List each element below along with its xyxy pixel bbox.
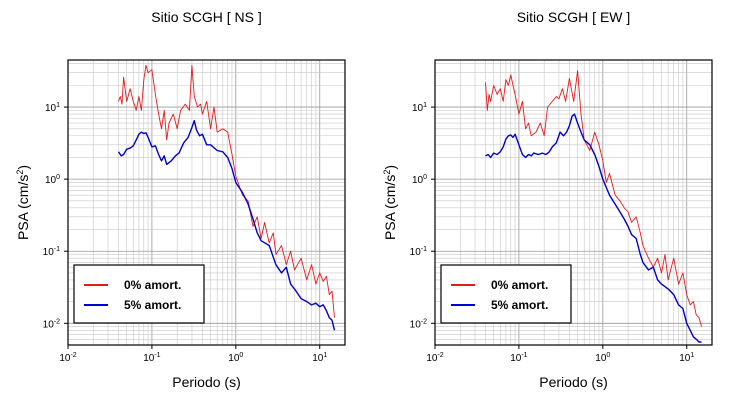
x-axis-label: Periodo (s) [539,374,607,390]
x-tick-label: 10-1 [510,352,527,364]
series-line-undamped [118,64,335,318]
x-tick-label: 10-2 [426,352,443,364]
y-tick-label: 10-2 [43,318,60,330]
y-tick-label: 101 [412,102,427,114]
x-tick-label: 10-1 [143,352,160,364]
y-tick-label: 10-1 [43,246,60,258]
y-tick-label: 100 [412,174,427,186]
y-tick-label: 100 [45,174,60,186]
series-line-damped [117,119,336,331]
plot-frame [67,59,346,346]
x-tick-label: 100 [228,352,243,364]
y-axis-label: PSA (cm/s2) [382,165,398,240]
legend-box [440,264,572,324]
legend: 0% amort. 5% amort. [440,264,572,324]
series-line-damped [485,113,702,343]
legend-box [73,264,205,324]
chart-panel-1: 10-2 10-1 100 101 10-2 10-1 100 101 Sitio SCGH [… [15,9,346,390]
chart-title: Sitio SCGH [ EW ] [517,9,631,25]
y-tick-label: 101 [45,102,60,114]
legend-label: 0% amort. [124,278,181,292]
x-tick-label: 101 [312,352,327,364]
y-tick-label: 10-1 [410,246,427,258]
y-axis-label: PSA (cm/s2) [15,165,31,240]
chart-title: Sitio SCGH [ NS ] [151,9,261,25]
legend-label: 5% amort. [124,298,181,312]
x-tick-label: 100 [595,352,610,364]
x-axis-label: Periodo (s) [172,374,240,390]
x-tick-label: 101 [679,352,694,364]
chart-panel-2: 10-2 10-1 100 101 10-2 10-1 100 101 Sitio SCGH [… [382,9,713,390]
y-tick-label: 10-2 [410,318,427,330]
legend-label: 5% amort. [491,298,548,312]
plot-frame [434,59,713,346]
x-tick-label: 10-2 [59,352,76,364]
legend-label: 0% amort. [491,278,548,292]
series-line-undamped [485,70,702,327]
legend: 0% amort. 5% amort. [73,264,205,324]
